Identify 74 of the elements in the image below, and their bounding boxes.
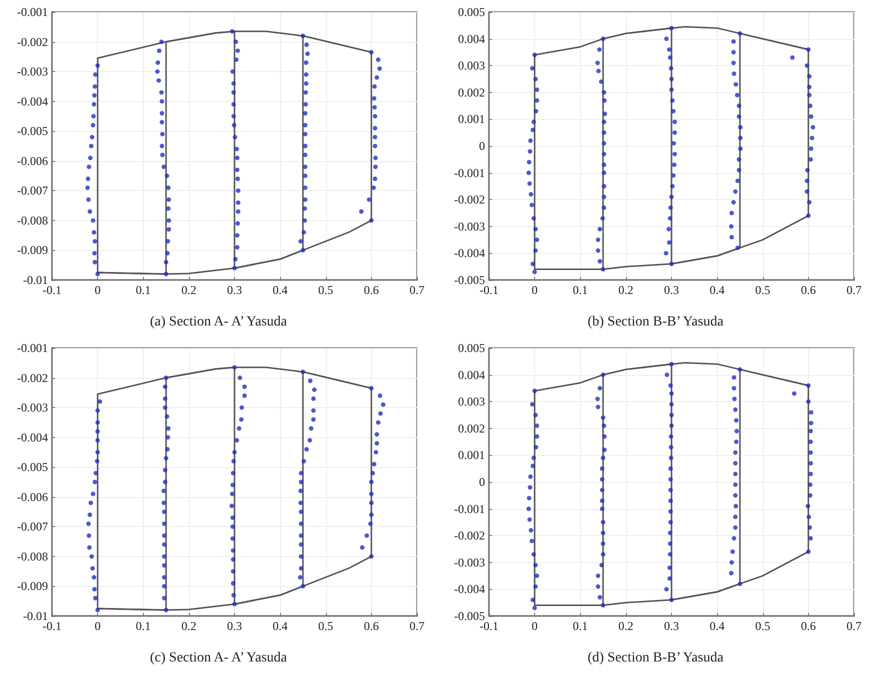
x-tick-label: 0.1 [136,619,151,633]
y-tick-label: -0.002 [454,192,485,207]
y-tick-label: -0.004 [17,94,48,108]
x-tick-label: 0.6 [800,283,816,297]
x-tick-label: 0.5 [318,283,334,297]
y-tick-label: -0.003 [454,555,485,570]
y-tick-label: 0.003 [458,394,485,409]
y-tick-label: -0.007 [17,520,48,534]
x-tick-label: 0.5 [755,283,770,297]
y-tick-label: -0.008 [17,213,48,228]
x-tick-label: 0.3 [227,283,242,297]
text: (c) Section A- A’ Yasuda [150,650,288,666]
y-tick-label: 0.001 [458,448,485,462]
x-tick-label: 0.1 [136,283,151,297]
x-tick-label: 0.6 [364,283,379,297]
y-tick-label: -0.001 [454,502,485,516]
x-tick-label: 0.3 [227,619,242,633]
y-tick-label: -0.004 [17,430,48,444]
x-tick-label: 0 [94,619,101,633]
y-tick-label: -0.003 [17,400,48,415]
y-tick-label: 0.002 [458,85,485,100]
text: (a) Section A- A’ Yasuda [150,314,288,330]
y-tick-label: 0.004 [458,32,485,46]
x-tick-label: 0.4 [272,283,288,297]
y-tick-label: -0.009 [17,243,48,258]
y-tick-label: -0.006 [17,154,48,168]
text: (b) Section B-B’ Yasuda [588,314,724,330]
y-tick-label: 0.005 [458,341,485,355]
y-tick-label: -0.005 [17,124,48,138]
x-tick-label: 0.7 [846,283,862,297]
x-tick-label: 0.4 [710,619,725,633]
y-tick-label: -0.002 [17,370,48,385]
y-tick-label: 0.004 [458,368,485,382]
y-tick-label: -0.001 [17,5,48,19]
y-tick-label: -0.007 [17,184,48,198]
y-tick-label: -0.004 [454,582,485,596]
x-tick-label: 0.2 [181,283,196,297]
y-tick-label: 0.005 [458,5,485,19]
x-tick-label: 0.4 [710,283,725,297]
text: (d) Section B-B’ Yasuda [588,650,724,666]
x-tick-label: 0.1 [572,283,588,297]
x-tick-label: 0.5 [755,619,770,633]
y-tick-label: -0.001 [454,166,485,180]
x-tick-label: 0.3 [664,619,679,633]
y-tick-label: -0.003 [17,64,48,79]
x-tick-label: 0.7 [846,619,862,633]
x-tick-label: 0.7 [410,619,424,633]
x-tick-label: 0.3 [664,283,679,297]
y-tick-label: -0.002 [17,34,48,49]
y-tick-label: -0.006 [17,490,48,504]
y-tick-label: -0.001 [17,341,48,355]
y-tick-label: -0.008 [17,549,48,564]
x-tick-label: 0 [94,283,101,297]
x-tick-label: 0.6 [800,619,816,633]
x-tick-label: 0.2 [618,283,634,297]
y-tick-label: -0.004 [454,246,485,260]
x-tick-label: 0 [532,283,538,297]
y-tick-label: 0.002 [458,421,485,436]
x-tick-label: 0.5 [318,619,334,633]
x-tick-label: 0.2 [618,619,634,633]
x-tick-label: 0.7 [410,283,424,297]
y-tick-label: 0 [479,475,485,489]
x-tick-label: 0.1 [572,619,588,633]
x-tick-label: 0.6 [364,619,379,633]
x-tick-label: 0.4 [272,619,288,633]
y-tick-label: 0.003 [458,58,485,73]
y-tick-label: -0.003 [454,219,485,234]
y-tick-label: -0.005 [17,460,48,474]
x-tick-label: 0.2 [181,619,196,633]
x-tick-label: 0 [532,619,538,633]
y-tick-label: -0.009 [17,579,48,594]
y-tick-label: 0.001 [458,112,485,126]
y-tick-label: 0 [479,139,485,153]
y-tick-label: -0.002 [454,528,485,543]
